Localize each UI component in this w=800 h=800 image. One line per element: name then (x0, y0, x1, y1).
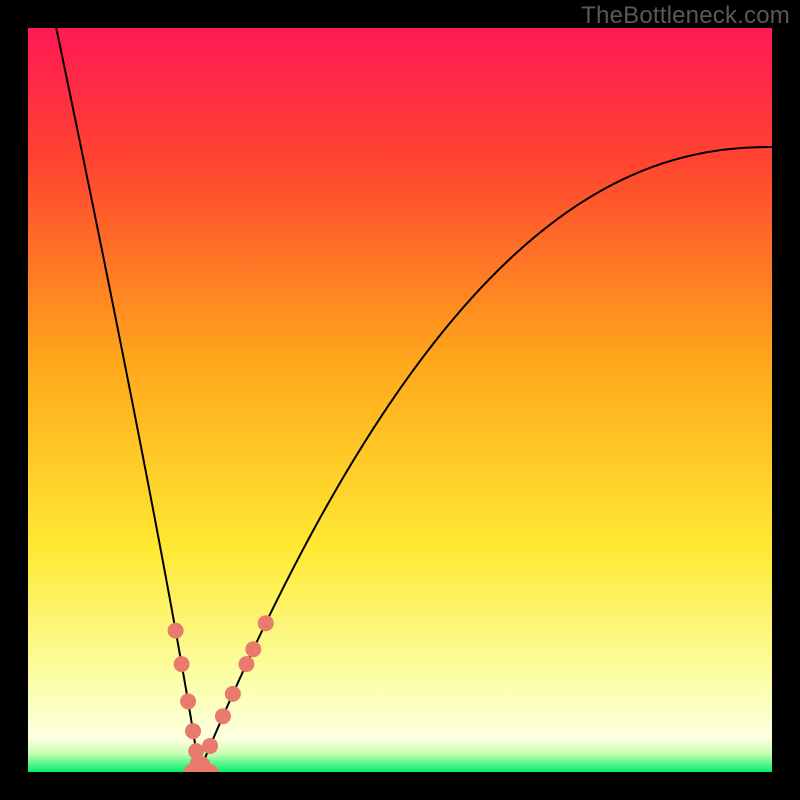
curve-marker (245, 641, 261, 657)
curve-marker (225, 686, 241, 702)
curve-marker (238, 656, 254, 672)
curve-marker (202, 738, 218, 754)
bottleneck-curve-chart (0, 0, 800, 800)
curve-marker (215, 708, 231, 724)
curve-marker (180, 693, 196, 709)
curve-marker (258, 615, 274, 631)
curve-marker (194, 757, 210, 773)
curve-marker (174, 656, 190, 672)
curve-marker (185, 723, 201, 739)
curve-marker (168, 623, 184, 639)
watermark-text: TheBottleneck.com (581, 2, 790, 30)
chart-container: TheBottleneck.com (0, 0, 800, 800)
